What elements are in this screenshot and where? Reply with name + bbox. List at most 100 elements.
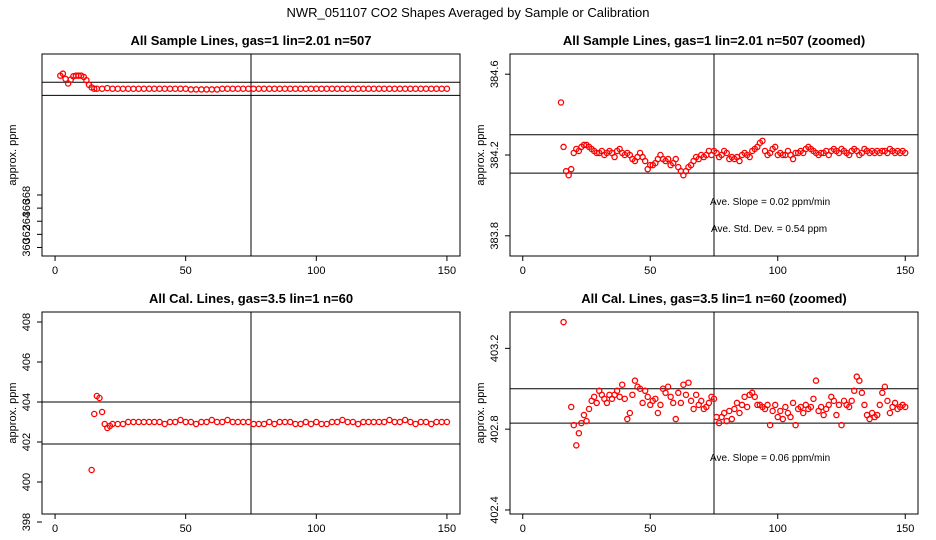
data-point [386, 85, 393, 93]
data-point [698, 397, 705, 405]
data-point [302, 418, 310, 426]
data-point [135, 85, 142, 93]
data-point [438, 418, 445, 426]
data-point [820, 411, 827, 419]
data-point [354, 85, 362, 93]
data-point [687, 397, 695, 405]
data-point [677, 399, 685, 407]
y-axis-label: approx. ppm [7, 382, 19, 443]
data-point [401, 85, 409, 93]
data-point [593, 399, 600, 407]
data-point [769, 407, 776, 415]
data-point [339, 416, 346, 424]
y-tick-label: 402 [21, 433, 33, 451]
data-point [166, 85, 174, 93]
data-point [723, 149, 731, 157]
data-point [662, 389, 669, 397]
panel-title: All Sample Lines, gas=1 lin=2.01 n=507 (… [563, 33, 865, 48]
data-point [733, 399, 741, 407]
y-tick-label: 360 [21, 238, 33, 256]
data-point [705, 399, 713, 407]
data-point [590, 393, 598, 401]
data-point [422, 85, 430, 93]
data-point [782, 403, 789, 411]
data-point [417, 418, 425, 426]
y-tick-label: 400 [21, 473, 33, 491]
data-point [856, 377, 863, 384]
data-point [224, 85, 231, 93]
data-point [583, 417, 590, 425]
data-point [690, 405, 697, 413]
x-tick-label: 50 [644, 523, 656, 535]
data-point [260, 85, 268, 93]
data-point [861, 401, 868, 409]
data-point [573, 442, 580, 449]
data-point [391, 85, 398, 93]
x-tick-label: 100 [769, 265, 787, 277]
data-point [333, 418, 341, 426]
data-point [192, 86, 200, 93]
data-point [59, 70, 67, 77]
data-point [639, 399, 646, 407]
y-tick-label: 383.8 [489, 222, 501, 250]
data-point [333, 85, 341, 93]
data-point [292, 85, 299, 93]
data-point [736, 157, 743, 165]
x-tick-label: 50 [180, 523, 192, 535]
data-point [624, 415, 631, 423]
data-point [401, 416, 409, 424]
data-point [585, 405, 593, 413]
y-tick-label: 406 [21, 353, 33, 371]
data-point [114, 420, 122, 428]
data-point [177, 416, 184, 424]
data-point [360, 418, 367, 426]
data-point [825, 401, 833, 409]
data-point [145, 418, 153, 426]
data-point [422, 418, 430, 426]
data-point [213, 86, 221, 93]
data-point [365, 85, 372, 93]
data-point [281, 85, 289, 93]
data-point [323, 85, 331, 93]
data-point [161, 420, 169, 428]
data-point [344, 418, 351, 426]
data-point [224, 416, 231, 424]
panel-title: All Sample Lines, gas=1 lin=2.01 n=507 [131, 33, 372, 48]
data-point [407, 418, 414, 426]
data-point [557, 99, 565, 106]
data-point [177, 85, 184, 93]
data-point [271, 420, 278, 428]
data-point [789, 155, 797, 163]
data-point [297, 85, 304, 93]
data-point [726, 407, 733, 415]
data-point [96, 394, 103, 402]
data-point [715, 419, 723, 427]
x-tick-label: 100 [307, 265, 325, 277]
annotation-text: Ave. Slope = 0.06 ppm/min [710, 453, 830, 464]
data-point [114, 85, 122, 93]
data-point [759, 137, 766, 145]
data-point [443, 85, 451, 93]
data-point [764, 401, 771, 409]
data-point [375, 85, 383, 93]
y-tick-label: 384.2 [489, 141, 501, 169]
data-point [575, 429, 583, 437]
data-point [433, 85, 440, 93]
data-point [657, 401, 664, 409]
data-point [618, 381, 626, 388]
data-point [560, 143, 567, 151]
figure-title: NWR_051107 CO2 Shapes Averaged by Sample… [286, 5, 650, 20]
data-point [229, 85, 236, 93]
data-point [151, 85, 158, 93]
data-point [98, 85, 106, 93]
data-point [845, 403, 853, 411]
data-point [428, 420, 435, 428]
data-point [751, 393, 759, 401]
y-tick-label: 403.2 [489, 335, 501, 363]
data-point [349, 418, 357, 426]
data-point [234, 418, 242, 426]
data-point [166, 418, 174, 426]
data-point [292, 420, 299, 428]
x-tick-label: 100 [769, 523, 787, 535]
